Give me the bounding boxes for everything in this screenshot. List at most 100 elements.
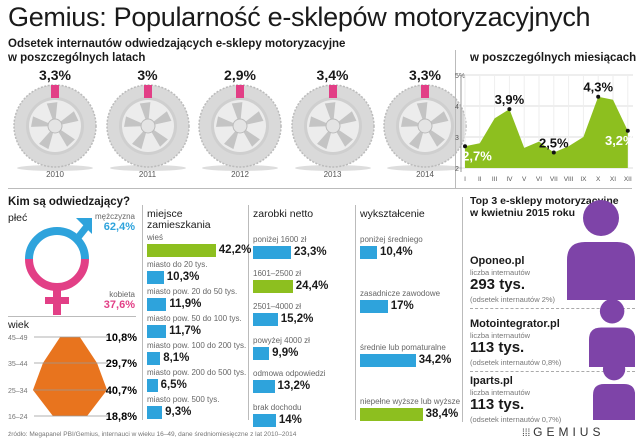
- tire-icon: [198, 84, 282, 171]
- tire-icon: [105, 84, 190, 171]
- y-tick-label: 5%: [455, 73, 465, 80]
- person-icon: [592, 358, 635, 420]
- x-tick-label: XII: [624, 176, 632, 183]
- year-marker: [236, 85, 244, 98]
- bar-category-label: 1601–2500 zł: [253, 268, 302, 278]
- users-count: 113 tys.: [470, 396, 525, 413]
- bar: [147, 379, 158, 392]
- column-title: wykształcenie: [360, 208, 425, 220]
- bar-category-label: poniżej średniego: [360, 235, 423, 244]
- bar-value-label: 42,2%: [218, 244, 252, 256]
- age-shape: [32, 337, 108, 416]
- y-tick-label: 3: [455, 135, 459, 142]
- bar-category-label: miasto do 20 tys.: [147, 260, 208, 269]
- bar: [253, 246, 291, 259]
- bar-category-label: odmowa odpowiedzi: [253, 369, 326, 378]
- year-label: 2010: [46, 170, 64, 179]
- bar-value-label: 24,4%: [295, 279, 329, 292]
- bar-category-label: brak dochodu: [253, 402, 302, 412]
- point-label: 4,3%: [583, 80, 613, 95]
- bar-category-label: miasto pow. 500 tys.: [147, 395, 220, 404]
- users-count: 113 tys.: [470, 339, 525, 356]
- users-label: liczba internautów: [470, 268, 531, 277]
- divider: [142, 205, 143, 420]
- y-tick-label: 2: [455, 166, 459, 173]
- x-tick-label: VIII: [564, 176, 574, 183]
- age-group-label: 25–34: [8, 388, 28, 395]
- bar: [360, 246, 377, 259]
- bar-value-label: 10,3%: [166, 271, 200, 283]
- bar-category-label: wieś: [147, 233, 164, 242]
- divider: [355, 205, 356, 420]
- bar-value-label: 13,2%: [277, 380, 311, 392]
- data-point: [463, 144, 467, 149]
- data-point: [596, 94, 601, 99]
- year-value-label: 3,3%: [409, 67, 441, 83]
- shop-name: Iparts.pl: [470, 375, 513, 387]
- monthly-title: w poszczególnych miesiącach: [470, 52, 637, 64]
- point-label: 2,7%: [462, 148, 492, 163]
- bar-category-label: niepełne wyższe lub wyższe: [360, 397, 461, 406]
- x-tick-label: VI: [536, 176, 542, 183]
- bar: [147, 271, 164, 284]
- subtitle: Odsetek internautów odwiedzających e-skl…: [8, 38, 346, 50]
- age-group-label: 35–44: [8, 361, 28, 368]
- year-label: 2011: [138, 170, 157, 179]
- age-value: 10,8%: [106, 332, 137, 344]
- bar-category-label: miasto pow. 20 do 50 tys.: [147, 287, 238, 296]
- x-tick-label: IX: [580, 176, 587, 183]
- gender-symbol-icon: [25, 218, 92, 315]
- age-value: 29,7%: [106, 358, 137, 370]
- x-tick-label: IV: [506, 176, 513, 183]
- column-title: zarobki netto: [253, 208, 314, 220]
- year-value-label: 3%: [137, 67, 158, 83]
- y-tick-label: 4: [455, 104, 459, 111]
- users-label: liczba internautów: [470, 388, 531, 397]
- tire-icon: [290, 84, 375, 171]
- bar-category-label: miasto pow. 100 do 200 tys.: [147, 341, 247, 350]
- person-icon: [567, 200, 635, 300]
- bar: [147, 298, 167, 311]
- year-label: 2013: [323, 170, 342, 179]
- users-label: liczba internautów: [470, 331, 531, 340]
- year-marker: [143, 85, 152, 98]
- point-label: 2,5%: [539, 136, 569, 151]
- year-marker: [421, 85, 429, 98]
- data-point: [507, 107, 512, 112]
- male-value: 62,4%: [103, 221, 135, 233]
- users-share: (odsetek internautów 0,8%): [470, 358, 562, 367]
- column-title: miejsce zamieszkania: [147, 208, 211, 231]
- users-count: 293 tys.: [470, 276, 526, 293]
- bar-value-label: 14%: [278, 413, 302, 426]
- person-icon: [588, 299, 635, 367]
- year-label: 2014: [416, 170, 434, 179]
- bar: [253, 380, 275, 393]
- divider: [248, 205, 249, 420]
- bar-value-label: 9,9%: [272, 346, 299, 359]
- gemius-logo: ⁞⁞⁞ GEMIUS: [522, 425, 605, 439]
- top3-subtitle: w kwietniu 2015 roku: [470, 207, 576, 219]
- bar-category-label: 2501–4000 zł: [253, 302, 302, 311]
- bar-category-label: zasadnicze zawodowe: [360, 289, 441, 298]
- bar: [253, 346, 270, 360]
- bar: [360, 300, 388, 313]
- bar: [147, 244, 216, 257]
- bar-value-label: 9,3%: [165, 406, 192, 418]
- age-title: wiek: [8, 319, 30, 331]
- age-value: 40,7%: [106, 385, 137, 397]
- data-point: [625, 128, 630, 133]
- bar: [360, 408, 423, 421]
- users-share: (odsetek internautów 2%): [470, 295, 556, 304]
- x-tick-label: VII: [550, 176, 558, 183]
- female-label: kobieta: [109, 290, 135, 299]
- age-group-label: 45–49: [8, 335, 28, 342]
- bar: [253, 279, 293, 293]
- male-label: mężczyzna: [94, 212, 135, 221]
- bar: [253, 313, 278, 326]
- bar-value-label: 23,3%: [293, 246, 327, 258]
- bar: [147, 406, 163, 419]
- tire-icon: [383, 84, 467, 171]
- bar-value-label: 11,9%: [169, 298, 202, 310]
- bar-value-label: 15,2%: [280, 313, 314, 325]
